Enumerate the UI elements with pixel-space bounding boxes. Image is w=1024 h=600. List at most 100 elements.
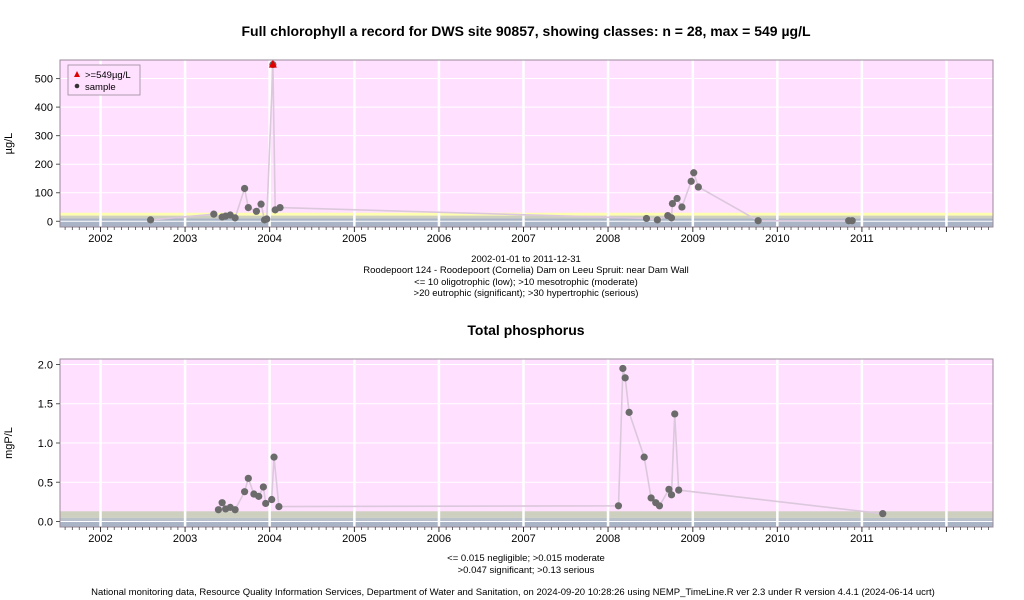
data-point bbox=[848, 217, 856, 225]
x-tick-label: 2006 bbox=[427, 233, 451, 245]
data-point bbox=[241, 488, 249, 496]
chart-caption: >20 eutrophic (significant); >30 hypertr… bbox=[414, 288, 639, 299]
x-tick-label: 2008 bbox=[596, 533, 620, 545]
data-point bbox=[619, 364, 627, 373]
x-tick-label: 2004 bbox=[257, 533, 281, 545]
data-point bbox=[675, 486, 683, 494]
legend-label: sample bbox=[85, 82, 116, 93]
chart-caption: Roodepoort 124 - Roodepoort (Cornelia) D… bbox=[363, 265, 688, 276]
data-point bbox=[231, 214, 239, 222]
data-point bbox=[210, 210, 218, 218]
y-tick-label: 2.0 bbox=[38, 359, 53, 371]
x-tick-label: 2008 bbox=[596, 233, 620, 245]
data-point bbox=[678, 203, 686, 211]
data-point bbox=[647, 494, 655, 502]
x-tick-label: 2009 bbox=[681, 533, 705, 545]
x-tick-label: 2002 bbox=[88, 533, 112, 545]
y-tick-label: 1.5 bbox=[38, 399, 53, 411]
data-point bbox=[690, 169, 698, 177]
y-tick-label: 1.0 bbox=[38, 438, 53, 450]
data-point bbox=[653, 216, 661, 224]
x-tick-label: 2005 bbox=[342, 233, 366, 245]
data-point bbox=[276, 203, 284, 212]
y-tick-label: 0 bbox=[47, 216, 53, 228]
data-point bbox=[146, 216, 155, 224]
class-band bbox=[60, 218, 993, 227]
x-tick-label: 2003 bbox=[173, 233, 197, 245]
x-tick-label: 2010 bbox=[765, 233, 789, 245]
data-point bbox=[244, 474, 252, 482]
x-tick-label: 2006 bbox=[427, 533, 451, 545]
y-tick-label: 400 bbox=[35, 102, 53, 114]
data-point bbox=[241, 184, 249, 193]
data-point bbox=[879, 510, 887, 518]
data-point bbox=[625, 408, 633, 416]
plot-border bbox=[59, 59, 994, 228]
data-point bbox=[259, 483, 267, 491]
chart-caption: >0.047 significant; >0.13 serious bbox=[458, 565, 595, 576]
data-point bbox=[694, 183, 702, 191]
data-point bbox=[262, 499, 270, 508]
class-band bbox=[60, 517, 993, 521]
data-point bbox=[673, 194, 681, 203]
data-point bbox=[640, 453, 648, 461]
data-point bbox=[257, 200, 265, 208]
x-tick-label: 2010 bbox=[765, 533, 789, 545]
x-tick-label: 2007 bbox=[511, 233, 535, 245]
data-point bbox=[754, 217, 762, 225]
x-tick-label: 2011 bbox=[850, 533, 874, 545]
data-point bbox=[275, 502, 283, 511]
data-point bbox=[255, 492, 263, 500]
y-axis-label: mgP/L bbox=[3, 427, 15, 459]
data-point bbox=[668, 199, 677, 208]
x-tick-label: 2003 bbox=[173, 533, 197, 545]
legend-dot-symbol bbox=[74, 83, 80, 89]
data-point bbox=[252, 207, 261, 215]
data-point bbox=[218, 499, 226, 507]
data-point bbox=[621, 374, 629, 382]
data-point bbox=[667, 491, 676, 499]
plot-area bbox=[60, 60, 993, 227]
legend-triangle-symbol bbox=[74, 71, 80, 77]
plot-background bbox=[60, 60, 993, 227]
x-tick-label: 2007 bbox=[511, 533, 535, 545]
data-point bbox=[642, 214, 651, 223]
legend-label: >=549µg/L bbox=[85, 70, 131, 81]
data-point bbox=[268, 495, 276, 504]
data-point bbox=[270, 453, 278, 461]
data-point bbox=[671, 410, 679, 418]
legend-box bbox=[67, 64, 141, 96]
x-tick-label: 2009 bbox=[681, 233, 705, 245]
y-tick-label: 0.5 bbox=[38, 477, 53, 489]
x-tick-label: 2002 bbox=[88, 233, 112, 245]
chart-caption: 2002-01-01 to 2011-12-31 bbox=[471, 254, 581, 265]
y-tick-label: 0.0 bbox=[38, 517, 53, 529]
chart-caption: <= 0.015 negligible; >0.015 moderate bbox=[447, 553, 605, 564]
y-tick-label: 500 bbox=[35, 74, 53, 86]
data-point bbox=[667, 214, 676, 222]
chart-title: Total phosphorus bbox=[467, 322, 584, 338]
y-tick-label: 200 bbox=[35, 159, 53, 171]
data-point bbox=[244, 203, 252, 212]
y-axis-label: µg/L bbox=[3, 133, 15, 155]
data-point bbox=[655, 502, 664, 510]
data-point bbox=[231, 506, 239, 514]
x-tick-label: 2004 bbox=[257, 233, 281, 245]
data-point bbox=[263, 215, 271, 223]
x-tick-label: 2005 bbox=[342, 533, 366, 545]
chart-title: Full chlorophyll a record for DWS site 9… bbox=[241, 23, 810, 39]
y-tick-label: 100 bbox=[35, 188, 53, 200]
exceedance-marker bbox=[268, 60, 277, 68]
data-point bbox=[665, 485, 673, 493]
data-point bbox=[614, 502, 623, 510]
chart-caption: <= 10 oligotrophic (low); >10 mesotrophi… bbox=[414, 277, 638, 288]
class-band bbox=[60, 215, 993, 219]
data-point bbox=[687, 177, 695, 185]
y-tick-label: 300 bbox=[35, 131, 53, 143]
class-band bbox=[60, 511, 993, 518]
class-band bbox=[60, 520, 993, 527]
plot-area bbox=[60, 359, 993, 527]
phosphorus-chart: 0.0 0.5 1.0 1.5 2.0 2002 2003 2004 2005 2006 2007 2… bbox=[3, 322, 994, 576]
